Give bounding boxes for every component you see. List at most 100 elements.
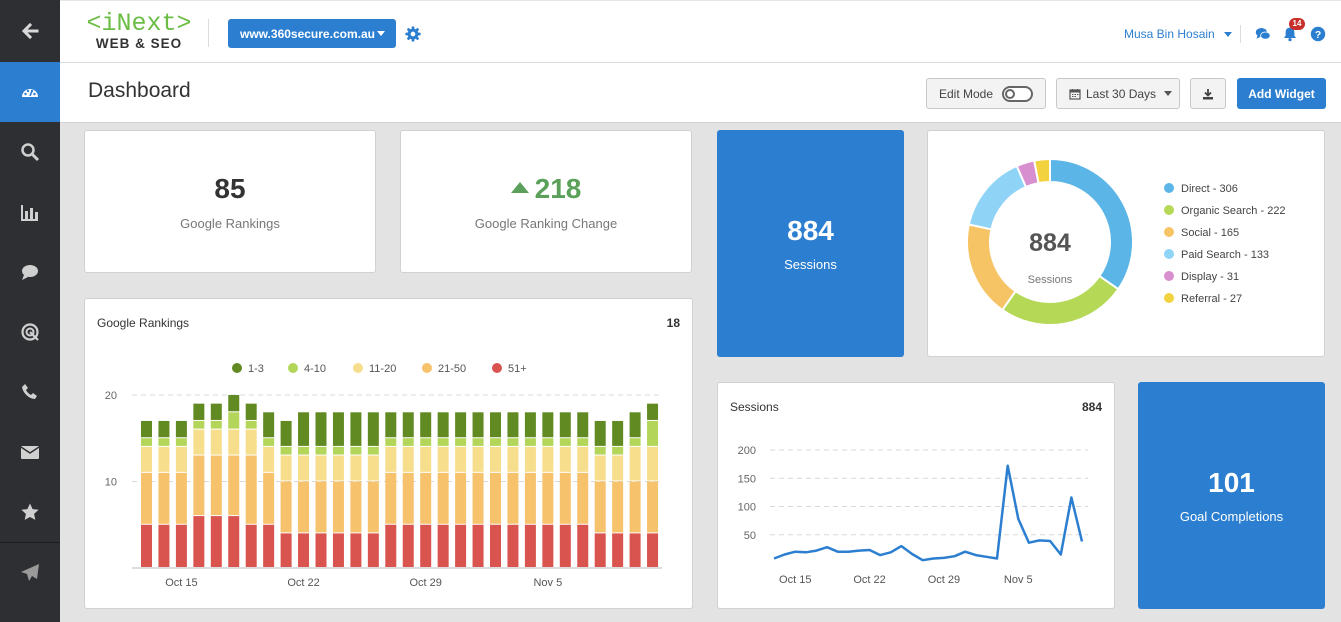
bar-segment[interactable] — [141, 438, 152, 446]
back-button[interactable] — [0, 1, 60, 61]
bar-segment[interactable] — [524, 438, 536, 446]
bar-segment[interactable] — [350, 446, 362, 455]
bar-segment[interactable] — [402, 412, 414, 438]
bar-segment[interactable] — [193, 429, 205, 455]
nav-targets[interactable] — [0, 302, 60, 362]
bar-segment[interactable] — [385, 438, 397, 446]
bar-segment[interactable] — [263, 472, 275, 524]
bar-segment[interactable] — [647, 533, 659, 567]
bar-segment[interactable] — [298, 455, 310, 481]
bar-segment[interactable] — [629, 446, 641, 481]
bar-segment[interactable] — [141, 446, 152, 472]
bar-segment[interactable] — [245, 429, 257, 455]
legend-item[interactable]: Direct - 306 — [1164, 183, 1238, 195]
bar-segment[interactable] — [437, 446, 449, 472]
google-rankings-chart-card[interactable]: Google Rankings 18 10 20 Oct 15 Oct 22 Oct 2… — [84, 298, 693, 609]
bar-segment[interactable] — [263, 412, 275, 438]
bar-segment[interactable] — [420, 412, 432, 438]
bar-segment[interactable] — [141, 524, 152, 567]
bar-segment[interactable] — [193, 516, 205, 567]
bar-segment[interactable] — [594, 455, 606, 481]
bar-segment[interactable] — [490, 412, 501, 438]
bar-segment[interactable] — [158, 446, 170, 472]
bar-segment[interactable] — [245, 403, 257, 420]
bar-segment[interactable] — [577, 472, 589, 524]
bar-segment[interactable] — [647, 481, 659, 533]
donut-slice[interactable] — [1049, 157, 1134, 291]
bar-segment[interactable] — [420, 446, 432, 472]
bar-segment[interactable] — [141, 472, 152, 524]
bar-segment[interactable] — [141, 420, 152, 438]
bar-segment[interactable] — [472, 446, 484, 472]
bar-segment[interactable] — [455, 524, 467, 567]
nav-analytics[interactable] — [0, 182, 60, 242]
legend-label[interactable]: 1-3 — [248, 363, 264, 375]
bar-segment[interactable] — [542, 472, 554, 524]
bar-segment[interactable] — [298, 446, 310, 455]
bar-segment[interactable] — [612, 455, 624, 481]
bar-segment[interactable] — [193, 420, 205, 429]
bar-segment[interactable] — [263, 524, 275, 567]
goal-completions-kpi-card[interactable]: 101 Goal Completions — [1138, 382, 1325, 609]
bar-segment[interactable] — [158, 438, 170, 446]
bar-segment[interactable] — [490, 472, 501, 524]
bar-segment[interactable] — [559, 472, 571, 524]
bar-segment[interactable] — [437, 524, 449, 567]
bar-segment[interactable] — [228, 395, 240, 412]
bar-segment[interactable] — [245, 524, 257, 567]
gear-icon[interactable] — [404, 25, 422, 43]
bar-segment[interactable] — [210, 420, 222, 429]
bar-segment[interactable] — [647, 446, 659, 481]
google-rankings-kpi-card[interactable]: 85 Google Rankings — [84, 130, 376, 273]
bar-segment[interactable] — [210, 516, 222, 567]
bar-segment[interactable] — [542, 412, 554, 438]
bar-segment[interactable] — [524, 472, 536, 524]
donut-slice[interactable] — [967, 164, 1028, 231]
logo[interactable]: <iNext> WEB & SEO — [84, 11, 194, 55]
bar-segment[interactable] — [524, 446, 536, 472]
bar-segment[interactable] — [542, 446, 554, 472]
bar-segment[interactable] — [315, 481, 327, 533]
bar-segment[interactable] — [385, 446, 397, 472]
legend-label[interactable]: 4-10 — [304, 363, 326, 375]
bar-segment[interactable] — [332, 481, 344, 533]
bar-segment[interactable] — [332, 446, 344, 455]
bar-segment[interactable] — [629, 412, 641, 438]
bar-segment[interactable] — [577, 412, 589, 438]
bar-segment[interactable] — [315, 533, 327, 567]
bar-segment[interactable] — [210, 403, 222, 420]
bar-segment[interactable] — [594, 420, 606, 446]
bar-segment[interactable] — [559, 412, 571, 438]
bar-segment[interactable] — [507, 438, 519, 446]
bar-segment[interactable] — [385, 472, 397, 524]
bar-segment[interactable] — [594, 481, 606, 533]
bar-segment[interactable] — [402, 446, 414, 472]
download-button[interactable] — [1190, 78, 1226, 109]
bar-segment[interactable] — [402, 524, 414, 567]
bar-segment[interactable] — [228, 455, 240, 516]
bar-segment[interactable] — [455, 446, 467, 472]
bar-segment[interactable] — [210, 429, 222, 455]
bar-segment[interactable] — [524, 524, 536, 567]
bar-segment[interactable] — [559, 524, 571, 567]
bar-segment[interactable] — [420, 472, 432, 524]
bar-segment[interactable] — [594, 533, 606, 567]
bar-segment[interactable] — [175, 438, 187, 446]
bar-segment[interactable] — [350, 412, 362, 446]
bar-segment[interactable] — [437, 438, 449, 446]
legend-item[interactable]: Paid Search - 133 — [1164, 249, 1269, 261]
bar-segment[interactable] — [228, 429, 240, 455]
bar-segment[interactable] — [298, 412, 310, 446]
donut-slice[interactable] — [966, 223, 1017, 312]
bell-icon[interactable] — [1282, 26, 1298, 42]
legend-label[interactable]: 21-50 — [438, 363, 466, 375]
bar-segment[interactable] — [472, 472, 484, 524]
bar-segment[interactable] — [158, 472, 170, 524]
bar-segment[interactable] — [437, 472, 449, 524]
bar-segment[interactable] — [577, 524, 589, 567]
bar-segment[interactable] — [175, 524, 187, 567]
bar-segment[interactable] — [647, 403, 659, 420]
bar-segment[interactable] — [507, 446, 519, 472]
bar-segment[interactable] — [315, 455, 327, 481]
bar-segment[interactable] — [332, 533, 344, 567]
